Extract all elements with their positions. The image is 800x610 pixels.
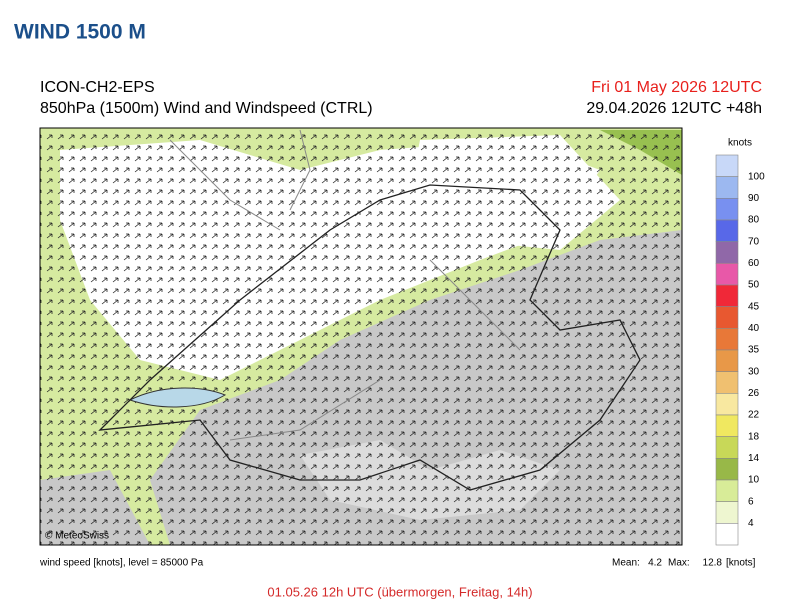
model-name: ICON-CH2-EPS: [40, 79, 155, 96]
colorbar: 100 90 80 70 60 50 45 40 35 30 26 22 18 14 10 6 4: [715, 154, 765, 546]
mean-value: 4.2: [648, 558, 662, 569]
colorbar-box: [715, 393, 739, 416]
colorbar-box: [715, 219, 739, 242]
max-value: 12.8: [703, 558, 723, 569]
colorbar-label: 26: [748, 388, 760, 399]
map-frame: [39, 127, 683, 546]
colorbar-box: [715, 414, 739, 437]
colorbar-label: 35: [748, 345, 760, 356]
colorbar-box: [715, 349, 739, 372]
colorbar-box: [715, 371, 739, 394]
colorbar-label: 30: [748, 366, 760, 377]
colorbar-label: 45: [748, 301, 760, 312]
colorbar-box: [715, 154, 739, 177]
wind-arrows: [40, 128, 682, 545]
colorbar-label: 4: [748, 518, 754, 529]
colorbar-label: 6: [748, 496, 754, 507]
colorbar-box: [715, 306, 739, 329]
map: © MeteoSwiss: [40, 128, 682, 545]
colorbar-label: 60: [748, 258, 760, 269]
colorbar-box: [715, 176, 739, 199]
mean-label: Mean:: [612, 558, 640, 569]
colorbar-label: 10: [748, 475, 760, 486]
caption: 01.05.26 12h UTC (übermorgen, Freitag, 1…: [267, 584, 532, 599]
colorbar-label: 18: [748, 431, 760, 442]
colorbar-box: [715, 241, 739, 264]
river: [169, 129, 521, 441]
colorbar-box: [715, 479, 739, 502]
colorbar-label: 22: [748, 410, 760, 421]
field-name: 850hPa (1500m) Wind and Windspeed (CTRL): [40, 100, 373, 117]
colorbar-box: [715, 436, 739, 459]
colorbar-label: 100: [748, 171, 765, 182]
border: [98, 184, 641, 491]
max-label: Max:: [668, 558, 690, 569]
colorbar-box: [715, 263, 739, 286]
colorbar-box: [715, 523, 739, 546]
colorbar-label: 50: [748, 280, 760, 291]
colorbar-box: [715, 458, 739, 481]
colorbar-box: [715, 284, 739, 307]
run-time: 29.04.2026 12UTC +48h: [586, 100, 762, 117]
copyright: © MeteoSwiss: [45, 531, 109, 542]
footer-text: wind speed [knots], level = 85000 Pa: [39, 558, 204, 569]
colorbar-label: 90: [748, 193, 760, 204]
colorbar-box: [715, 198, 739, 221]
valid-time: Fri 01 May 2026 12UTC: [591, 79, 762, 96]
colorbar-unit: knots: [728, 138, 752, 149]
colorbar-box: [715, 328, 739, 351]
page-title: WIND 1500 M: [14, 21, 146, 44]
colorbar-label: 70: [748, 236, 760, 247]
colorbar-label: 40: [748, 323, 760, 334]
colorbar-label: 80: [748, 215, 760, 226]
unit: [knots]: [726, 558, 756, 569]
lake: [128, 387, 227, 408]
colorbar-label: 14: [748, 453, 760, 464]
colorbar-box: [715, 501, 739, 524]
